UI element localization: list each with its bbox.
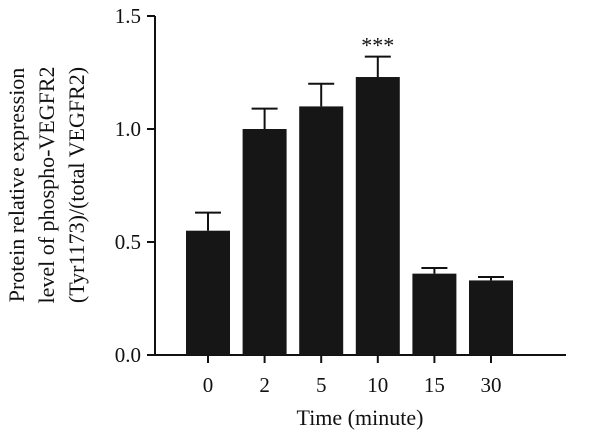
- x-tick-label: 30: [481, 373, 502, 397]
- bar: [412, 273, 457, 355]
- bar: [299, 106, 344, 356]
- x-ticks: 0 2 5 10 15 30: [203, 355, 502, 397]
- bars: [186, 77, 513, 356]
- x-tick-label: 0: [203, 373, 214, 397]
- annotations: ***: [361, 33, 394, 58]
- x-tick-label: 15: [424, 373, 445, 397]
- y-tick-label: 1.5: [115, 4, 141, 28]
- bar: [186, 230, 230, 355]
- error-bars: [195, 55, 504, 281]
- x-tick-label: 10: [367, 373, 388, 397]
- y-axis-title-group: Protein relative expression level of phos…: [4, 66, 89, 303]
- y-axis-title-line: Protein relative expression: [4, 68, 29, 303]
- y-tick-label: 0.5: [115, 230, 141, 254]
- significance-label: ***: [361, 33, 394, 58]
- bar: [469, 280, 513, 355]
- y-axis-title-line: level of phospho-VEGFR2: [34, 66, 59, 303]
- x-axis-title: Time (minute): [297, 405, 424, 430]
- y-axis-title-line: (Tyr1173)/(total VEGFR2): [64, 67, 89, 303]
- bar: [355, 77, 400, 356]
- y-ticks: 0.0 0.5 1.0 1.5: [115, 4, 155, 367]
- y-tick-label: 0.0: [115, 343, 141, 367]
- x-tick-label: 5: [316, 373, 327, 397]
- y-tick-label: 1.0: [115, 117, 141, 141]
- bar: [242, 129, 287, 355]
- x-tick-label: 2: [259, 373, 270, 397]
